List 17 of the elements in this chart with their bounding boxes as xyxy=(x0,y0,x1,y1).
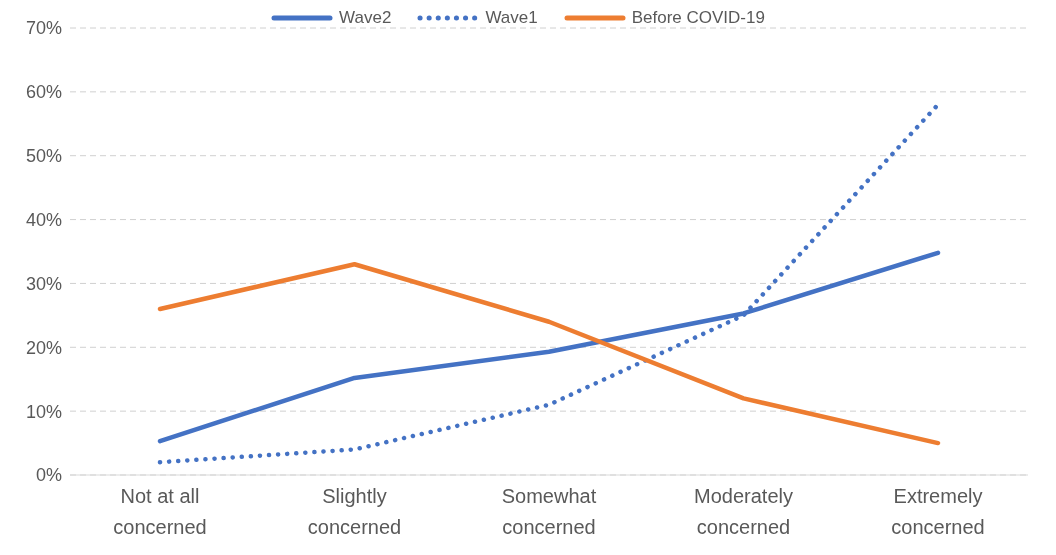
x-tick-label: Moderately concerned xyxy=(694,485,793,538)
x-tick-label: Slightly concerned xyxy=(307,485,402,538)
x-tick-label: Not at all concerned xyxy=(113,485,207,538)
legend-label: Wave2 xyxy=(339,8,392,28)
y-tick-label: 0% xyxy=(35,465,62,486)
line-series xyxy=(157,102,941,465)
y-tick-label: 30% xyxy=(25,273,62,294)
y-tick-label: 40% xyxy=(25,209,62,230)
y-tick-label: 10% xyxy=(25,401,62,422)
legend-label: Before COVID-19 xyxy=(631,8,765,28)
x-tick-label: Extremely concerned xyxy=(891,485,985,538)
y-tick-label: 20% xyxy=(25,337,62,358)
y-tick-label: 70% xyxy=(25,18,62,39)
y-tick-label: 60% xyxy=(25,82,62,103)
x-tick-label: Somewhat concerned xyxy=(501,485,597,538)
y-tick-label: 50% xyxy=(25,146,62,167)
legend-label: Wave1 xyxy=(485,8,538,28)
